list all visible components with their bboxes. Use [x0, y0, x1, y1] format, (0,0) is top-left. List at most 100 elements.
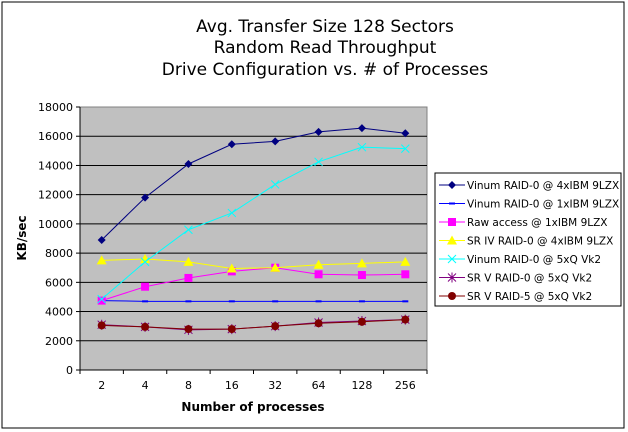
- series-line: [101, 267, 406, 302]
- diamond-marker: [271, 137, 280, 146]
- square-marker: [357, 271, 366, 280]
- series-3: [96, 253, 411, 273]
- triangle-marker: [313, 259, 324, 269]
- legend-label: Raw access @ 1xIBM 9LZX: [467, 217, 608, 229]
- square-marker: [97, 296, 106, 305]
- legend-label: Vinum RAID-0 @ 5xQ Vk2: [467, 254, 601, 266]
- chart-title-line-2: Random Read Throughput: [214, 38, 437, 58]
- circle-marker: [141, 322, 150, 331]
- x-marker: [97, 294, 107, 304]
- square-marker: [141, 282, 150, 291]
- x-tick-label: 2: [98, 379, 105, 392]
- x-marker: [400, 144, 410, 153]
- dash-marker: [402, 300, 409, 303]
- series-line: [101, 146, 406, 300]
- legend-item: Raw access @ 1xIBM 9LZX: [439, 217, 608, 229]
- circle-marker: [271, 322, 280, 331]
- series-4: [97, 142, 410, 304]
- x-marker: [140, 257, 150, 267]
- legend-item: SR IV RAID-0 @ 4xIBM 9LZX: [439, 235, 613, 248]
- diamond-marker: [141, 193, 150, 202]
- x-axis-label: Number of processes: [181, 400, 324, 414]
- circle-marker: [227, 325, 236, 334]
- legend-label: Vinum RAID-0 @ 1xIBM 9LZX: [467, 199, 619, 211]
- y-tick-label: 4000: [45, 306, 73, 319]
- x-tick-label: 256: [395, 379, 416, 392]
- x-tick-label: 64: [312, 379, 326, 392]
- triangle-marker: [356, 258, 367, 268]
- triangle-marker: [140, 253, 151, 263]
- diamond-marker: [227, 140, 236, 149]
- legend-label: SR V RAID-0 @ 5xQ Vk2: [467, 273, 592, 285]
- diamond-marker: [357, 124, 366, 133]
- x-tick-label: 16: [225, 379, 239, 392]
- x-marker: [447, 254, 457, 264]
- x-tick-label: 4: [142, 379, 149, 392]
- circle-marker: [357, 317, 366, 326]
- series-line: [101, 127, 406, 241]
- chart-title-line-1: Avg. Transfer Size 128 Sectors: [196, 17, 454, 37]
- series-line: [101, 300, 406, 302]
- star-marker: [447, 272, 457, 283]
- y-tick-label: 12000: [38, 189, 73, 202]
- square-marker: [314, 270, 323, 279]
- legend-label: Vinum RAID-0 @ 4xIBM 9LZX: [467, 180, 619, 192]
- x-marker: [357, 142, 367, 152]
- triangle-marker: [183, 256, 194, 266]
- legend-item: Vinum RAID-0 @ 4xIBM 9LZX: [439, 180, 619, 192]
- triangle-marker: [270, 262, 281, 272]
- legend-item: Vinum RAID-0 @ 1xIBM 9LZX: [439, 199, 619, 211]
- dash-marker: [358, 300, 365, 303]
- triangle-marker: [400, 256, 411, 266]
- y-tick-label: 16000: [38, 130, 73, 143]
- y-tick-label: 10000: [38, 218, 73, 231]
- y-axis-label: KB/sec: [15, 215, 29, 260]
- diamond-marker: [448, 181, 456, 189]
- chart-title-line-3: Drive Configuration vs. # of Processes: [162, 60, 489, 80]
- legend-item: SR V RAID-5 @ 5xQ Vk2: [439, 291, 592, 303]
- y-tick-label: 2000: [45, 335, 73, 348]
- series-2: [97, 263, 410, 305]
- square-marker: [184, 273, 193, 282]
- circle-marker: [184, 325, 193, 334]
- dash-marker: [185, 300, 192, 303]
- circle-marker: [448, 292, 456, 300]
- diamond-marker: [401, 129, 410, 138]
- series-6: [97, 315, 410, 334]
- dash-marker: [228, 300, 235, 303]
- triangle-marker: [226, 263, 237, 273]
- y-tick-label: 0: [66, 364, 73, 377]
- x-marker: [184, 225, 193, 235]
- legend-label: SR V RAID-5 @ 5xQ Vk2: [467, 291, 592, 303]
- circle-marker: [401, 315, 410, 324]
- dash-marker: [142, 300, 149, 303]
- series-line: [101, 319, 406, 330]
- circle-marker: [97, 321, 106, 330]
- y-tick-label: 6000: [45, 276, 73, 289]
- x-marker: [270, 180, 280, 189]
- y-tick-label: 14000: [38, 159, 73, 172]
- x-tick-label: 128: [351, 379, 372, 392]
- diamond-marker: [97, 235, 106, 244]
- dash-marker: [315, 300, 322, 303]
- triangle-marker: [447, 235, 457, 245]
- legend-item: SR V RAID-0 @ 5xQ Vk2: [439, 272, 592, 285]
- y-tick-label: 8000: [45, 247, 73, 260]
- x-marker: [227, 208, 237, 218]
- plot-area: [79, 106, 428, 371]
- triangle-marker: [96, 255, 107, 265]
- circle-marker: [314, 319, 323, 328]
- series-line: [101, 258, 406, 269]
- square-marker: [401, 270, 410, 279]
- x-tick-label: 32: [268, 379, 282, 392]
- dash-marker: [272, 300, 279, 303]
- legend-label: SR IV RAID-0 @ 4xIBM 9LZX: [467, 236, 613, 248]
- x-tick-label: 8: [185, 379, 192, 392]
- y-tick-label: 18000: [38, 101, 73, 114]
- x-marker: [314, 157, 323, 167]
- legend-item: Vinum RAID-0 @ 5xQ Vk2: [439, 254, 601, 266]
- square-marker: [448, 218, 456, 226]
- dash-marker: [449, 202, 455, 205]
